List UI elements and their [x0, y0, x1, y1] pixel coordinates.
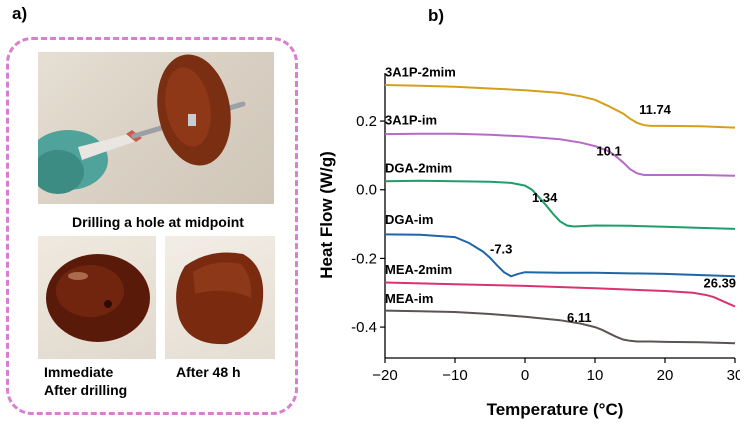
- plot-frame: [384, 73, 735, 359]
- series-line-3a1p-im: [384, 132, 736, 177]
- x-tick-label: 30: [727, 367, 740, 384]
- annotation-layer: 3A1P-2mim 3A1P-im DGA-2mim DGA-im MEA-2mim ME…: [385, 64, 736, 325]
- x-axis-label: Temperature (°C): [487, 400, 624, 419]
- series-line-dga-im: [384, 233, 736, 278]
- series-line-3a1p-2mim: [384, 84, 736, 129]
- series-line-dga-2mim: [384, 179, 736, 230]
- y-tick-label: -0.2: [351, 250, 377, 267]
- annotation-label: 10.1: [596, 143, 621, 158]
- x-tick-label: −20: [372, 367, 397, 384]
- annotation-label: 11.74: [639, 102, 672, 117]
- annotation-label: 6.11: [567, 310, 592, 325]
- after-48h-caption: After 48 h: [176, 364, 241, 380]
- x-tick-label: −10: [442, 367, 467, 384]
- y-tick-label: 0.2: [356, 113, 377, 130]
- series-layer: [384, 84, 736, 345]
- panel-a-label: a): [12, 4, 28, 23]
- annotation-label: 3A1P-im: [385, 113, 437, 128]
- panel-b-label: b): [428, 6, 445, 25]
- x-tick-label: 10: [587, 367, 604, 384]
- dsc-chart: 3A1P-2mim 3A1P-im DGA-2mim DGA-im MEA-2mim ME…: [317, 64, 740, 419]
- tick-layer: −20 −10 0 10 20 30 -0.4 -0.2 0.0 0.2: [351, 113, 740, 384]
- series-line-mea-im: [384, 309, 736, 345]
- annotation-label: DGA-im: [385, 212, 433, 227]
- annotation-label: 1.34: [532, 190, 558, 205]
- annotation-label: DGA-2mim: [385, 161, 452, 176]
- drilling-photo: [38, 52, 274, 204]
- immediate-photo: [38, 236, 156, 359]
- annotation-label: 26.39: [704, 276, 737, 291]
- after-48h-photo: [165, 236, 275, 359]
- x-tick-label: 20: [657, 367, 674, 384]
- drilling-caption: Drilling a hole at midpoint: [72, 214, 244, 230]
- series-line-mea-2mim: [384, 281, 736, 308]
- immediate-caption-line2: After drilling: [44, 382, 128, 398]
- annotation-label: 3A1P-2mim: [385, 64, 456, 79]
- immediate-caption: Immediate After drilling: [44, 363, 127, 399]
- y-tick-label: 0.0: [356, 182, 377, 199]
- annotation-label: MEA-2mim: [385, 262, 452, 277]
- x-tick-label: 0: [521, 367, 529, 384]
- y-axis-label: Heat Flow (W/g): [317, 151, 336, 278]
- annotation-label: MEA-im: [385, 291, 433, 306]
- immediate-caption-line1: Immediate: [44, 364, 114, 380]
- photo-panel-frame: [6, 37, 298, 415]
- y-tick-label: -0.4: [351, 319, 377, 336]
- annotation-label: -7.3: [490, 241, 512, 256]
